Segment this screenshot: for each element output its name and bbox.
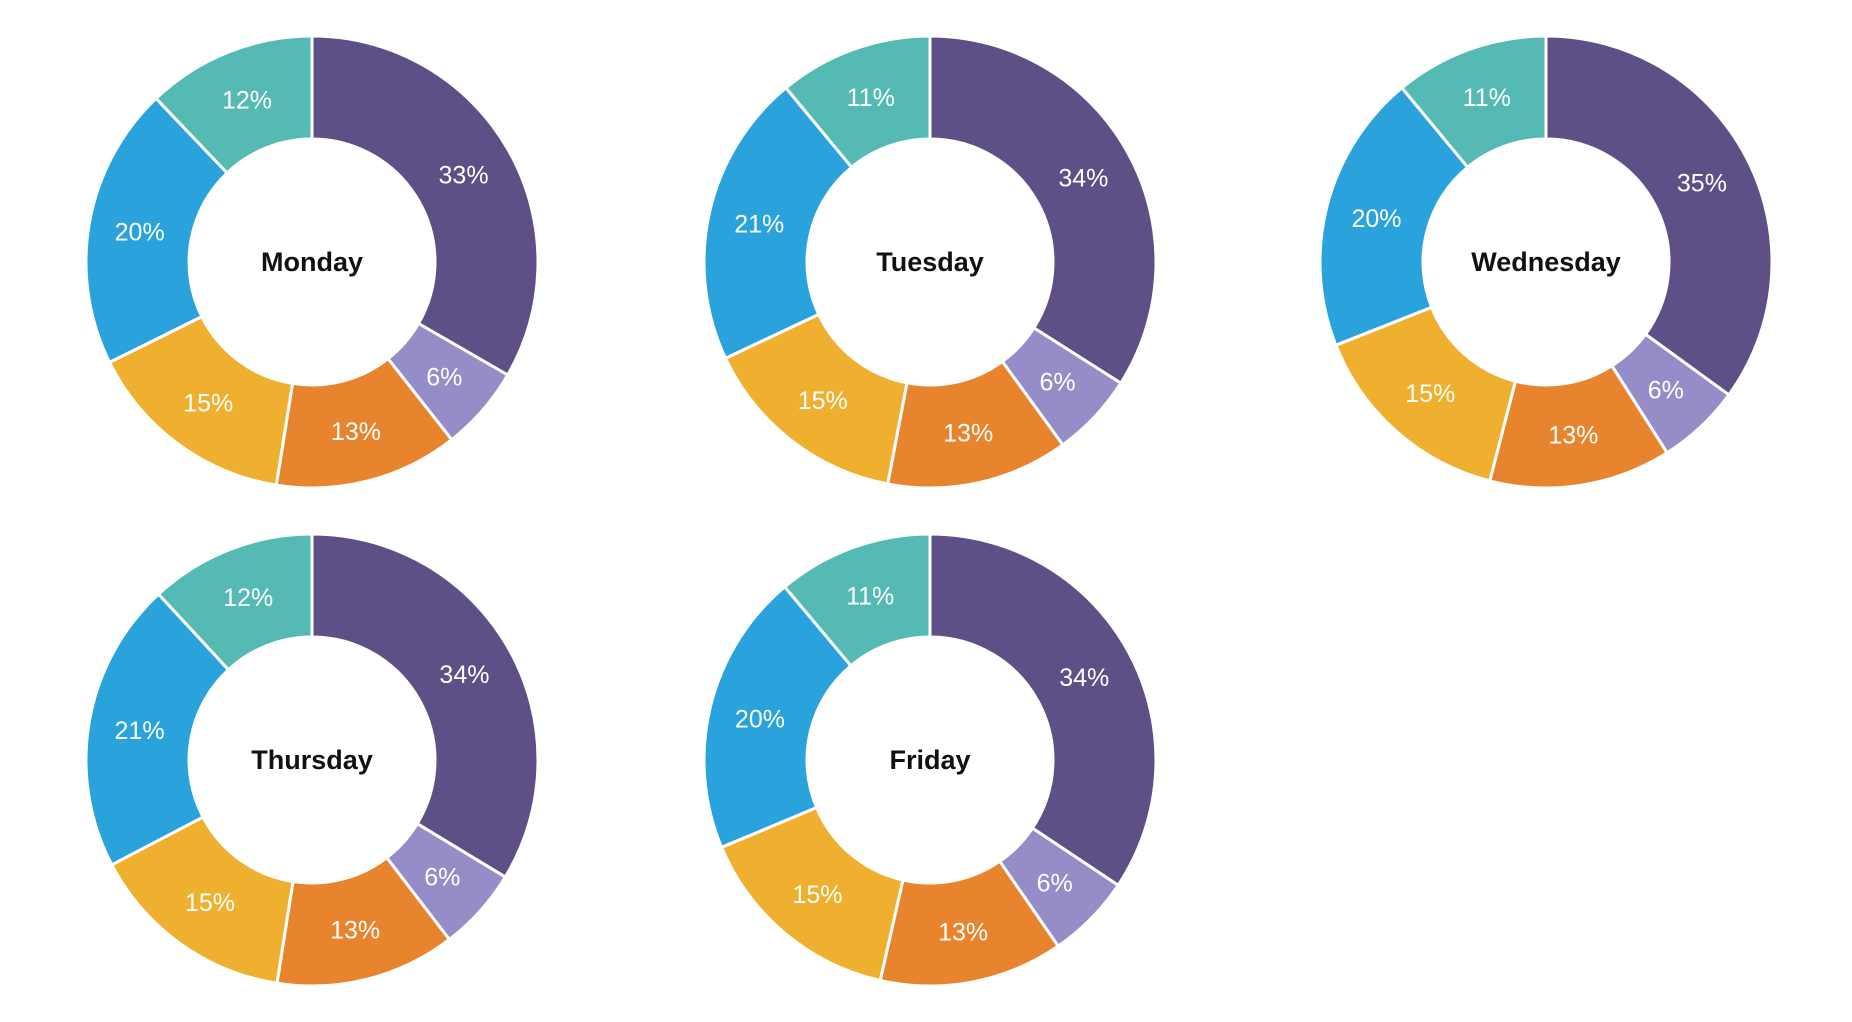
donut-slice [702,86,854,360]
slice-percent-label: 34% [439,661,489,689]
donut-svg-friday: 34% 6% 13% 15% 20% 11% [702,532,1158,988]
slice-percent-label: 34% [1059,664,1109,692]
slice-percent-label: 35% [1677,169,1727,197]
donut-slice [1318,86,1470,347]
slice-percent-label: 15% [185,889,235,917]
slice-percent-label: 13% [330,916,380,944]
donut-slice [310,34,540,377]
donut-svg-monday: 33% 6% 13% 15% 20% 12% [84,34,540,490]
slice-percent-label: 12% [222,86,272,114]
donut-slice [84,592,230,867]
slice-percent-label: 11% [1463,84,1511,112]
donut-slice [783,532,932,668]
slice-percent-label: 21% [115,717,165,745]
donut-slice [724,312,909,486]
slice-percent-label: 34% [1058,164,1108,192]
donut-slice [928,34,1158,385]
slice-percent-label: 13% [938,919,988,947]
slice-percent-label: 20% [1351,205,1401,233]
slice-percent-label: 21% [734,211,784,239]
donut-chart-thursday: 34% 6% 13% 15% 21% 12% Thursday [84,532,540,988]
donut-slice [154,34,314,175]
slice-percent-label: 20% [735,705,785,733]
donut-slice [1400,34,1548,169]
slice-percent-label: 15% [183,390,233,418]
donut-slice [108,315,295,487]
donut-slice [84,96,229,364]
donut-slice [720,806,905,982]
slice-percent-label: 13% [331,418,381,446]
donut-slice [784,34,932,169]
slice-percent-label: 15% [792,881,842,909]
donut-slice [310,532,540,879]
slice-percent-label: 15% [1405,380,1455,408]
donut-slice [157,532,314,672]
donut-svg-thursday: 34% 6% 13% 15% 21% 12% [84,532,540,988]
donut-svg-tuesday: 34% 6% 13% 15% 21% 11% [702,34,1158,490]
slice-percent-label: 12% [223,584,273,612]
slice-percent-label: 11% [846,582,894,610]
donut-chart-friday: 34% 6% 13% 15% 20% 11% Friday [702,532,1158,988]
donut-chart-wednesday: 35% 6% 13% 15% 20% 11% Wednesday [1318,34,1774,490]
slice-percent-label: 13% [1548,422,1598,450]
slice-percent-label: 11% [847,84,895,112]
slice-percent-label: 20% [115,218,165,246]
slice-percent-label: 6% [1039,369,1075,397]
donut-slice [1334,305,1517,483]
donut-slice [702,585,853,849]
slice-percent-label: 6% [424,864,460,892]
slice-percent-label: 6% [1037,870,1073,898]
donut-chart-tuesday: 34% 6% 13% 15% 21% 11% Tuesday [702,34,1158,490]
slice-percent-label: 15% [798,387,848,415]
slice-percent-label: 6% [426,363,462,391]
slice-percent-label: 13% [943,420,993,448]
donut-slice [928,532,1158,887]
donut-chart-monday: 33% 6% 13% 15% 20% 12% Monday [84,34,540,490]
donut-slice [1544,34,1774,397]
slice-percent-label: 33% [439,161,489,189]
donut-svg-wednesday: 35% 6% 13% 15% 20% 11% [1318,34,1774,490]
slice-percent-label: 6% [1648,376,1684,404]
